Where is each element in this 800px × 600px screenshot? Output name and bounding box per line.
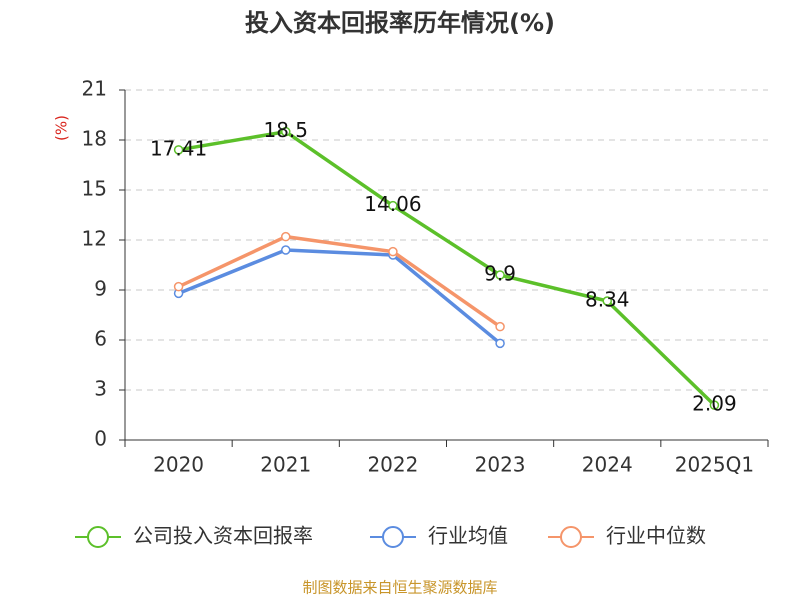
data-point (388, 200, 398, 211)
data-label: 8.34 (585, 288, 630, 312)
legend-label: 行业均值 (428, 524, 508, 548)
data-point (388, 246, 398, 257)
y-tick-label: 9 (94, 277, 107, 301)
legend-label: 行业中位数 (606, 524, 706, 548)
data-point (495, 338, 505, 349)
x-tick-label: 2022 (367, 453, 418, 477)
x-tick-label: 2020 (153, 453, 204, 477)
x-tick-label: 2021 (260, 453, 311, 477)
y-tick-label: 3 (94, 377, 107, 401)
data-point (602, 296, 612, 306)
data-point (495, 270, 505, 280)
data-label: 9.9 (484, 262, 516, 286)
data-label: 2.09 (692, 392, 737, 416)
x-tick-label: 2024 (582, 453, 633, 477)
data-point (709, 400, 720, 410)
series-line (178, 129, 716, 407)
data-point (173, 145, 184, 155)
y-tick-label: 18 (82, 127, 107, 151)
legend-marker (560, 526, 582, 548)
data-label: 18.5 (263, 118, 308, 142)
legend-marker (382, 526, 404, 548)
source-note: 制图数据来自恒生聚源数据库 (302, 579, 497, 597)
y-axis-label: (%) (53, 115, 71, 141)
data-point (495, 321, 505, 332)
series-line (177, 234, 502, 329)
chart-title: 投入资本回报率历年情况(%) (245, 9, 555, 37)
data-point (173, 281, 184, 292)
y-tick-label: 6 (94, 327, 107, 351)
legend-marker (87, 526, 109, 548)
series-line (177, 248, 502, 345)
legend-label: 公司投入资本回报率 (133, 524, 313, 548)
x-tick-label: 2025Q1 (675, 453, 754, 477)
y-tick-label: 21 (82, 77, 107, 101)
data-label: 14.06 (364, 192, 421, 216)
y-tick-label: 15 (82, 177, 107, 201)
data-label: 17.41 (150, 136, 207, 160)
y-tick-label: 12 (82, 227, 107, 251)
data-point (281, 245, 291, 255)
data-point (281, 231, 291, 242)
y-tick-label: 0 (94, 427, 107, 451)
data-point (281, 126, 291, 137)
x-tick-label: 2023 (475, 453, 526, 477)
